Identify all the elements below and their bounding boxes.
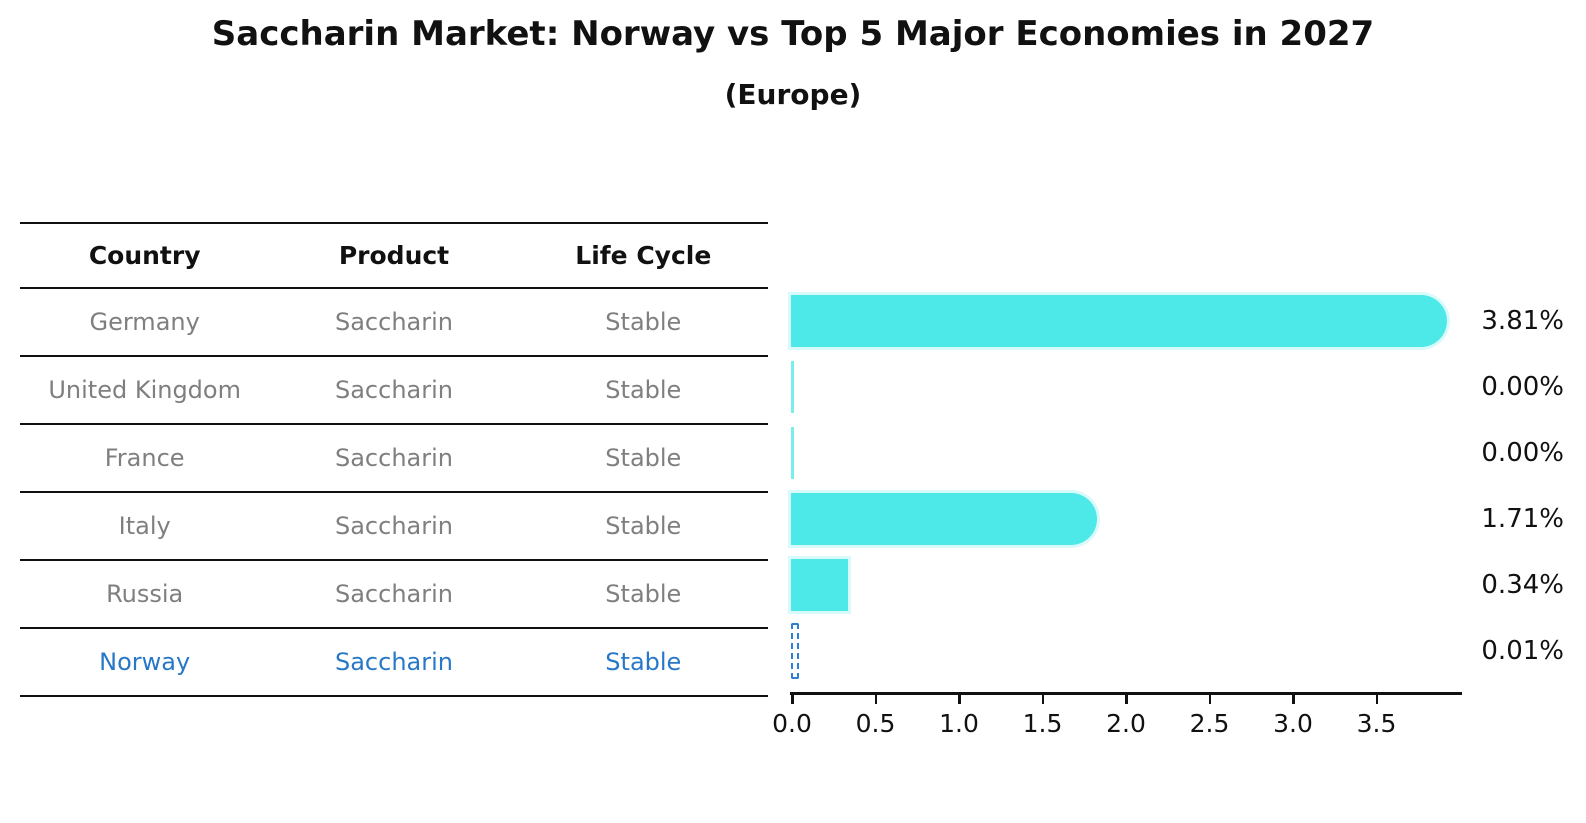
table-row-france: France Saccharin Stable xyxy=(20,425,768,493)
table-row-germany: Germany Saccharin Stable xyxy=(20,289,768,357)
x-axis-tick-label: 0.0 xyxy=(772,709,812,738)
russia-bar xyxy=(791,559,848,611)
country-table: Country Product Life Cycle Germany Sacch… xyxy=(20,222,768,697)
bar-row xyxy=(791,618,1459,684)
cell-life-cycle: Stable xyxy=(605,512,682,540)
cell-country: Germany xyxy=(89,308,200,336)
table-row-russia: Russia Saccharin Stable xyxy=(20,561,768,629)
italy-bar xyxy=(791,493,1097,545)
x-axis-tick-label: 3.5 xyxy=(1356,709,1397,738)
table-row-italy: Italy Saccharin Stable xyxy=(20,493,768,561)
bar-row xyxy=(791,552,1459,618)
value-label-italy: 1.71% xyxy=(1481,504,1564,534)
x-axis-tick-label: 1.5 xyxy=(1022,709,1063,738)
x-axis-tick xyxy=(874,695,877,704)
chart-subtitle: (Europe) xyxy=(724,78,862,111)
x-axis-tick xyxy=(791,695,794,704)
cell-product: Saccharin xyxy=(334,376,453,404)
germany-bar xyxy=(791,295,1448,347)
value-label-column: 3.81% 0.00% 0.00% 1.71% 0.34% 0.01% xyxy=(1420,288,1564,684)
cell-life-cycle: Stable xyxy=(605,580,682,608)
cell-country: Russia xyxy=(106,580,184,608)
table-row-united-kingdom: United Kingdom Saccharin Stable xyxy=(20,357,768,425)
cell-product: Saccharin xyxy=(334,648,453,676)
column-header-life-cycle: Life Cycle xyxy=(575,241,712,270)
value-label-russia: 0.34% xyxy=(1481,570,1564,600)
norway-bar xyxy=(791,623,799,679)
x-axis-tick xyxy=(1041,695,1044,704)
cell-life-cycle: Stable xyxy=(605,648,682,676)
x-axis-tick xyxy=(1208,695,1211,704)
bar-plot xyxy=(791,288,1459,684)
cell-product: Saccharin xyxy=(334,444,453,472)
chart-title: Saccharin Market: Norway vs Top 5 Major … xyxy=(211,14,1375,54)
table-row-norway: Norway Saccharin Stable xyxy=(20,629,768,697)
x-axis-tick xyxy=(1292,695,1295,704)
france-bar xyxy=(791,427,794,479)
cell-product: Saccharin xyxy=(334,308,453,336)
cell-life-cycle: Stable xyxy=(605,308,682,336)
column-header-product: Product xyxy=(338,241,450,270)
value-label-germany: 3.81% xyxy=(1481,306,1564,336)
bar-row xyxy=(791,486,1459,552)
x-axis-tick xyxy=(1125,695,1128,704)
bar-row xyxy=(791,420,1459,486)
cell-life-cycle: Stable xyxy=(605,444,682,472)
cell-country: Norway xyxy=(99,648,191,676)
x-axis-tick-label: 1.0 xyxy=(939,709,979,738)
value-label-united-kingdom: 0.00% xyxy=(1481,372,1564,402)
bar-row xyxy=(791,354,1459,420)
cell-product: Saccharin xyxy=(334,512,453,540)
cell-product: Saccharin xyxy=(334,580,453,608)
value-label-norway: 0.01% xyxy=(1481,636,1564,666)
cell-country: United Kingdom xyxy=(48,376,241,404)
x-axis-tick-label: 2.0 xyxy=(1106,709,1146,738)
united-kingdom-bar xyxy=(791,361,794,413)
x-axis-tick xyxy=(1375,695,1378,704)
cell-life-cycle: Stable xyxy=(605,376,682,404)
x-axis-tick xyxy=(958,695,961,704)
x-axis-tick-label: 0.5 xyxy=(855,709,896,738)
value-label-france: 0.00% xyxy=(1481,438,1564,468)
x-axis-tick-label: 3.0 xyxy=(1273,709,1313,738)
cell-country: France xyxy=(104,444,185,472)
bar-row xyxy=(791,288,1459,354)
x-axis-tick-label: 2.5 xyxy=(1189,709,1230,738)
x-axis-line xyxy=(790,692,1462,695)
column-header-country: Country xyxy=(88,241,201,270)
table-header-row: Country Product Life Cycle xyxy=(20,224,768,289)
cell-country: Italy xyxy=(118,512,171,540)
